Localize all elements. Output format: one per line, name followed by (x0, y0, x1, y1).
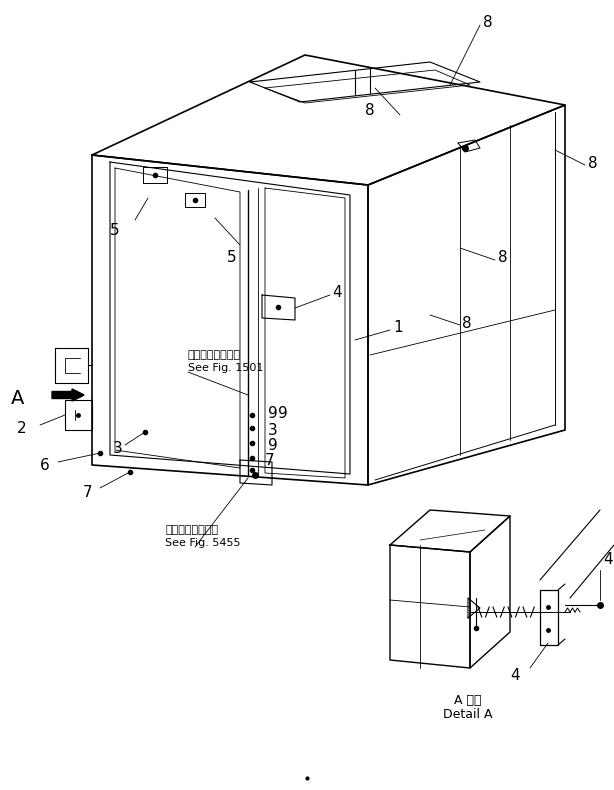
Text: See Fig. 5455: See Fig. 5455 (165, 538, 241, 548)
Text: 第５４５５図参照: 第５４５５図参照 (165, 525, 218, 535)
Text: Detail A: Detail A (443, 708, 493, 720)
Text: 7: 7 (83, 484, 93, 499)
Text: 9: 9 (278, 405, 288, 420)
Text: 9: 9 (268, 438, 278, 453)
Text: 5: 5 (110, 223, 120, 238)
Text: 8: 8 (588, 156, 597, 171)
Text: 4: 4 (603, 552, 613, 567)
Text: 1: 1 (393, 319, 403, 334)
Text: A 詳細: A 詳細 (454, 694, 482, 706)
Text: 3: 3 (268, 423, 278, 438)
Text: 2: 2 (17, 420, 27, 435)
Text: 7: 7 (265, 453, 274, 468)
Text: 5: 5 (227, 250, 237, 265)
Text: 4: 4 (510, 668, 520, 683)
Text: 第１５０１図参照: 第１５０１図参照 (188, 350, 241, 360)
Text: 6: 6 (40, 457, 50, 472)
Text: A: A (11, 389, 25, 408)
Text: 3: 3 (113, 441, 123, 456)
Text: 8: 8 (462, 315, 472, 330)
FancyArrow shape (52, 389, 84, 401)
Text: 4: 4 (332, 284, 341, 299)
Text: 8: 8 (498, 250, 508, 265)
Text: See Fig. 1501: See Fig. 1501 (188, 363, 263, 373)
Text: 9: 9 (268, 405, 278, 420)
Text: 8: 8 (365, 103, 375, 118)
Text: 8: 8 (483, 14, 492, 29)
